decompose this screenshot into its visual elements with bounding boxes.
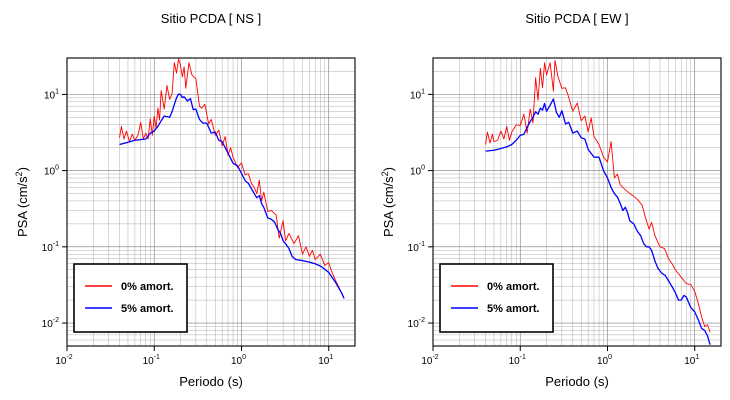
x-tick-label: 100 xyxy=(597,354,612,367)
plot-frame xyxy=(432,57,722,347)
y-axis-label: PSA (cm/s2) xyxy=(14,167,30,237)
x-axis-label: Periodo (s) xyxy=(545,374,609,389)
legend-label-amort-0pct: 0% amort. xyxy=(487,281,540,293)
y-tick-label: 10-2 xyxy=(42,317,59,330)
y-axis-label: PSA (cm/s2) xyxy=(380,167,396,237)
chart-panel-ns: 10-2 10-1 100 101 10-2 10-1 100 101 Sitio PCDA [… xyxy=(14,11,356,389)
x-tick-label: 101 xyxy=(318,354,333,367)
x-tick-label: 10-1 xyxy=(143,354,160,367)
series-line-amort-5pct xyxy=(485,98,711,345)
x-axis-label: Periodo (s) xyxy=(179,374,243,389)
x-tick-label: 101 xyxy=(684,354,699,367)
legend-label-amort-0pct: 0% amort. xyxy=(121,281,174,293)
x-tick-label: 10-1 xyxy=(509,354,526,367)
chart-panel-ew: 10-2 10-1 100 101 10-2 10-1 100 101 Sitio PCDA [… xyxy=(380,11,722,389)
grid xyxy=(66,57,356,347)
y-tick-label: 10-1 xyxy=(408,241,425,254)
legend: 0% amort. 5% amort. xyxy=(73,263,188,333)
chart-title: Sitio PCDA [ NS ] xyxy=(161,11,261,26)
series-line-amort-0pct xyxy=(485,59,711,333)
legend-box xyxy=(439,263,554,333)
legend-label-amort-5pct: 5% amort. xyxy=(121,303,174,315)
chart-title: Sitio PCDA [ EW ] xyxy=(525,11,628,26)
y-tick-label: 100 xyxy=(44,165,59,178)
y-tick-label: 101 xyxy=(410,88,425,101)
legend: 0% amort. 5% amort. xyxy=(439,263,554,333)
y-tick-label: 101 xyxy=(44,88,59,101)
plot-frame xyxy=(66,57,356,347)
y-tick-label: 10-2 xyxy=(408,317,425,330)
legend-label-amort-5pct: 5% amort. xyxy=(487,303,540,315)
series-line-amort-0pct xyxy=(119,58,345,299)
y-tick-label: 10-1 xyxy=(42,241,59,254)
x-tick-label: 100 xyxy=(231,354,246,367)
x-tick-label: 10-2 xyxy=(421,354,438,367)
y-tick-label: 100 xyxy=(410,165,425,178)
x-tick-label: 10-2 xyxy=(55,354,72,367)
legend-box xyxy=(73,263,188,333)
series-line-amort-5pct xyxy=(119,93,345,299)
